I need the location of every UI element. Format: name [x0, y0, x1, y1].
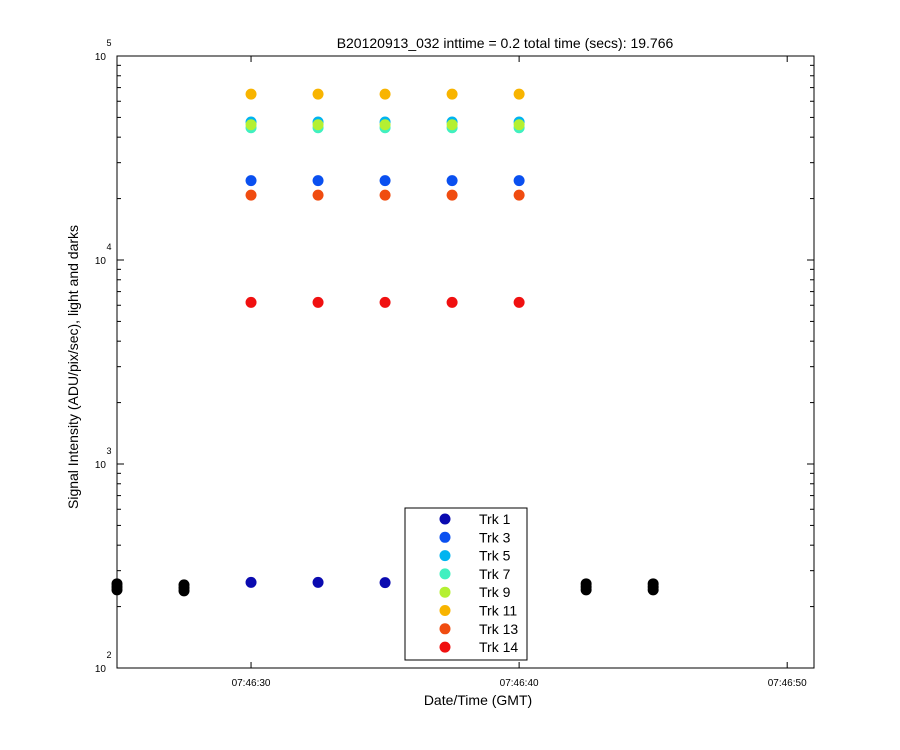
point-trk-1	[379, 577, 391, 589]
point-trk-3	[312, 175, 324, 187]
point-trk-11	[513, 88, 525, 100]
y-tick-label: 10	[95, 52, 107, 63]
dark-frame-point	[111, 584, 123, 596]
point-trk-11	[312, 88, 324, 100]
y-tick-exponent: 2	[106, 650, 111, 660]
legend-label: Trk 5	[479, 548, 511, 564]
point-trk-9	[513, 119, 525, 131]
y-tick-label: 10	[95, 256, 107, 267]
x-axis: 07:46:30 07:46:40 07:46:50	[232, 56, 807, 689]
plot-frame	[116, 55, 815, 669]
point-trk-11	[379, 88, 391, 100]
y-tick-exponent: 3	[106, 446, 111, 456]
point-trk-1	[312, 576, 324, 588]
legend-label: Trk 14	[479, 639, 518, 655]
point-trk-1	[245, 576, 257, 588]
y-axis: 10 2 10 3 10 4 10 5	[95, 38, 814, 675]
point-trk-14	[245, 296, 257, 308]
chart-title: B20120913_032 inttime = 0.2 total time (…	[337, 35, 674, 51]
dark-frame-point	[647, 584, 659, 596]
point-trk-3	[245, 175, 257, 187]
x-axis-label: Date/Time (GMT)	[424, 692, 532, 708]
point-trk-11	[446, 88, 458, 100]
plot-area-border	[116, 55, 815, 669]
y-axis-label: Signal Intensity (ADU/pix/sec), light an…	[65, 225, 81, 509]
point-trk-14	[513, 296, 525, 308]
legend-label: Trk 9	[479, 584, 511, 600]
point-trk-3	[513, 175, 525, 187]
legend-label: Trk 7	[479, 566, 511, 582]
point-trk-9	[446, 119, 458, 131]
legend-marker	[439, 568, 451, 580]
point-trk-13	[379, 189, 391, 201]
point-trk-13	[245, 189, 257, 201]
legend: Trk 1 Trk 3 Trk 5 Trk 7 Trk 9 Trk 11 Trk 13 Trk…	[404, 507, 528, 661]
legend-marker	[439, 531, 451, 543]
y-tick-label: 10	[95, 664, 107, 675]
y-tick-exponent: 5	[106, 38, 111, 48]
legend-label: Trk 11	[479, 603, 517, 619]
point-trk-13	[446, 189, 458, 201]
legend-marker	[439, 641, 451, 653]
point-trk-14	[446, 296, 458, 308]
x-tick-label: 07:46:50	[768, 678, 807, 689]
y-tick-exponent: 4	[106, 242, 111, 252]
point-trk-9	[245, 119, 257, 131]
legend-marker	[439, 586, 451, 598]
point-trk-11	[245, 88, 257, 100]
legend-marker	[439, 550, 451, 562]
point-trk-13	[312, 189, 324, 201]
legend-marker	[439, 605, 451, 616]
legend-marker	[439, 513, 451, 525]
point-trk-14	[312, 296, 324, 308]
point-trk-9	[312, 119, 324, 131]
x-tick-label: 07:46:30	[232, 678, 271, 689]
point-trk-9	[379, 119, 391, 131]
point-trk-14	[379, 296, 391, 308]
legend-label: Trk 3	[479, 529, 511, 545]
legend-box	[404, 507, 528, 661]
dark-frame-point	[580, 584, 592, 596]
point-trk-3	[446, 175, 458, 187]
y-tick-label: 10	[95, 460, 107, 471]
dark-frame-point	[178, 585, 190, 597]
legend-label: Trk 1	[479, 511, 511, 527]
point-trk-13	[513, 189, 525, 201]
legend-label: Trk 13	[479, 621, 518, 637]
data-points	[111, 88, 659, 597]
x-tick-label: 07:46:40	[500, 678, 539, 689]
point-trk-3	[379, 175, 391, 187]
legend-marker	[439, 623, 451, 635]
